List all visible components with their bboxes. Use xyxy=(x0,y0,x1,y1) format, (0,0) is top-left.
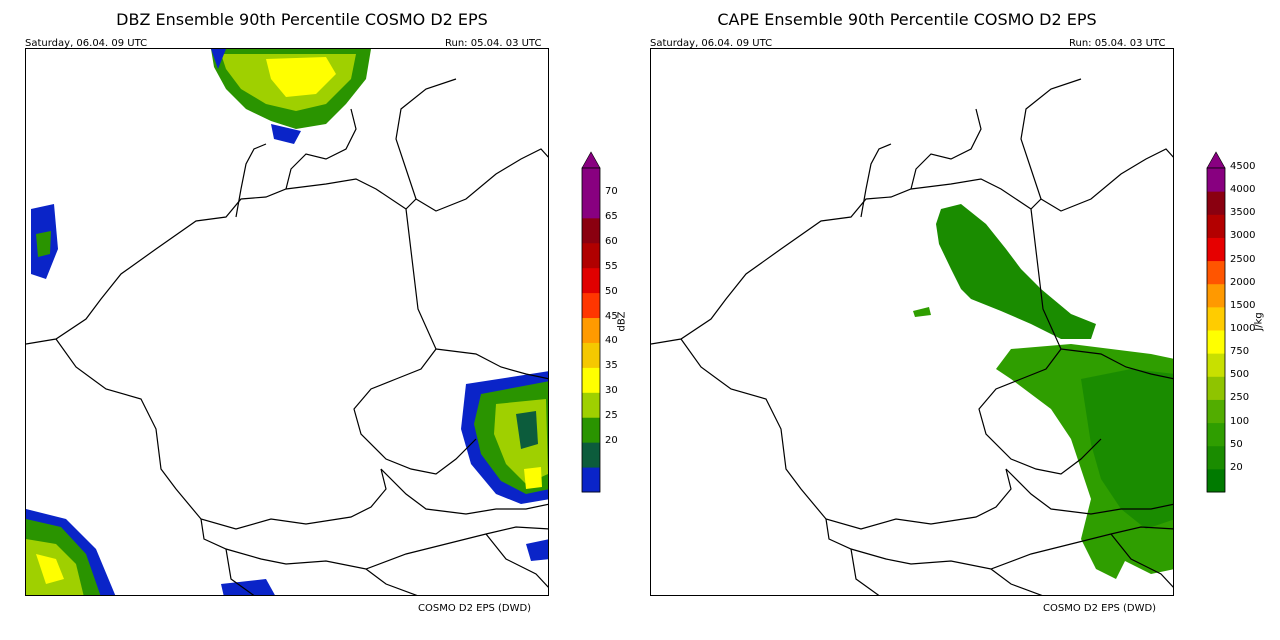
dbz-colorbar-unit: dBZ xyxy=(616,311,628,332)
colorbar-segment xyxy=(1207,422,1225,447)
cape-valid-time: Saturday, 06.04. 09 UTC xyxy=(650,38,773,49)
colorbar-tick-label: 55 xyxy=(605,260,618,272)
colorbar-tick-label: 50 xyxy=(605,285,618,297)
cape-colorbar xyxy=(1206,151,1226,493)
colorbar-tick-label: 100 xyxy=(1230,415,1250,427)
colorbar-tick-label: 2000 xyxy=(1230,276,1256,288)
colorbar-segment xyxy=(1207,283,1225,308)
coastlines-borders xyxy=(26,78,548,595)
colorbar-segment xyxy=(582,267,600,294)
colorbar-segment xyxy=(582,342,600,368)
cape-title: CAPE Ensemble 90th Percentile COSMO D2 E… xyxy=(717,10,1097,29)
colorbar-tick-label: 70 xyxy=(605,185,618,197)
colorbar-tick-label: 60 xyxy=(605,235,618,247)
colorbar-tick-label: 30 xyxy=(605,385,618,397)
colorbar-tick-label: 500 xyxy=(1230,369,1250,381)
colorbar-segment xyxy=(1207,260,1225,285)
colorbar-extend-arrow xyxy=(1206,151,1226,169)
colorbar-segment xyxy=(1207,237,1225,262)
colorbar-tick-label: 50 xyxy=(1230,438,1243,450)
cape-field xyxy=(913,204,1173,579)
colorbar-tick-label: 4000 xyxy=(1230,184,1256,196)
dbz-map[interactable] xyxy=(25,48,549,596)
colorbar-outline xyxy=(581,167,601,493)
colorbar-tick-label: 3000 xyxy=(1230,230,1256,242)
colorbar-segment xyxy=(582,168,600,194)
colorbar-segment xyxy=(582,192,600,219)
colorbar-segment xyxy=(582,442,600,468)
colorbar-segment xyxy=(582,417,600,443)
colorbar-segment xyxy=(582,242,600,269)
colorbar-segment xyxy=(582,367,600,393)
colorbar-tick-label: 1000 xyxy=(1230,323,1256,334)
colorbar-tick-label: 25 xyxy=(605,410,618,422)
colorbar-tick-label: 40 xyxy=(605,335,618,347)
colorbar-segment xyxy=(1207,445,1225,470)
dbz-title: DBZ Ensemble 90th Percentile COSMO D2 EP… xyxy=(116,10,488,29)
cape-colorbar-unit: J/kg xyxy=(1253,312,1265,331)
colorbar-segment xyxy=(1207,214,1225,238)
dbz-valid-time: Saturday, 06.04. 09 UTC xyxy=(25,38,148,49)
dbz-colorbar xyxy=(581,151,601,493)
coastlines-borders xyxy=(651,78,1173,595)
colorbar-segment xyxy=(582,292,600,319)
colorbar-tick-label: 20 xyxy=(1230,461,1243,473)
colorbar-segment xyxy=(1207,306,1225,331)
dbz-credit: COSMO D2 EPS (DWD) xyxy=(418,603,532,614)
cape-map[interactable] xyxy=(650,48,1174,596)
colorbar-segment xyxy=(1207,330,1225,354)
colorbar-tick-label: 750 xyxy=(1230,346,1250,358)
colorbar-tick-label: 45 xyxy=(605,310,618,322)
cape-run-time: Run: 05.04. 03 UTC xyxy=(1069,38,1166,49)
radar-echoes xyxy=(26,49,548,595)
colorbar-segment xyxy=(1207,468,1225,493)
colorbar-tick-label: 4500 xyxy=(1230,161,1256,172)
colorbar-segment xyxy=(582,317,600,343)
colorbar-segment xyxy=(1207,191,1225,215)
colorbar-segment xyxy=(1207,399,1225,424)
colorbar-tick-label: 2500 xyxy=(1230,253,1256,265)
colorbar-extend-arrow xyxy=(581,151,601,169)
colorbar-tick-label: 1500 xyxy=(1230,299,1256,311)
colorbar-tick-label: 250 xyxy=(1230,392,1250,404)
colorbar-tick-label: 65 xyxy=(605,210,618,222)
colorbar-segment xyxy=(582,217,600,244)
cape-credit: COSMO D2 EPS (DWD) xyxy=(1043,603,1157,614)
colorbar-tick-label: 35 xyxy=(605,360,618,372)
colorbar-tick-label: 20 xyxy=(605,435,618,447)
colorbar-segment xyxy=(582,467,600,493)
dbz-run-time: Run: 05.04. 03 UTC xyxy=(445,38,542,49)
colorbar-segment xyxy=(582,392,600,418)
colorbar-segment xyxy=(1207,353,1225,377)
colorbar-segment xyxy=(1207,376,1225,400)
colorbar-segment xyxy=(1207,168,1225,192)
colorbar-tick-label: 3500 xyxy=(1230,207,1256,219)
colorbar-outline xyxy=(1206,167,1226,493)
